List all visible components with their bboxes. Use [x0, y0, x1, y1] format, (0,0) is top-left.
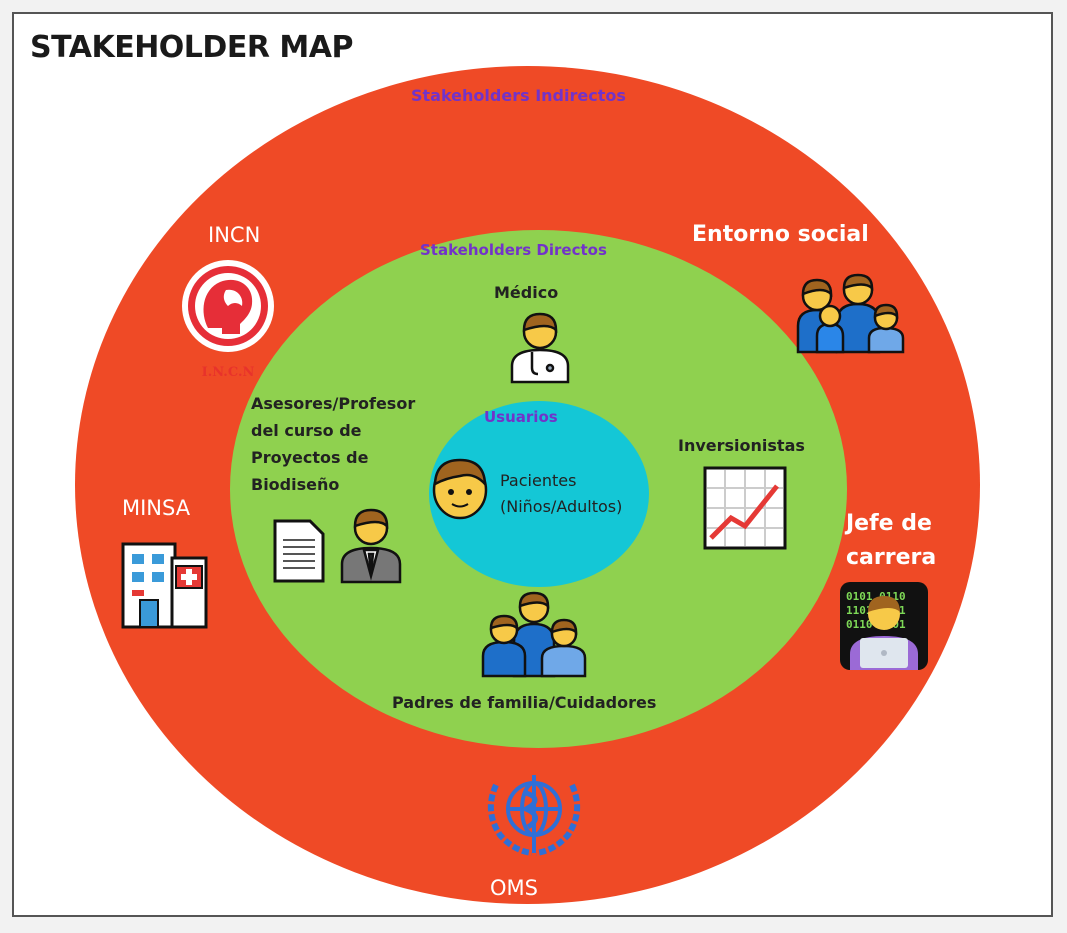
medico-label: Médico: [494, 283, 559, 302]
inversionistas-label: Inversionistas: [678, 436, 805, 455]
incn-label: INCN: [208, 223, 261, 247]
document-icon: [273, 519, 325, 583]
entorno-social-family-icon: [796, 273, 905, 354]
asesores-label: Asesores/Profesor del curso de Proyectos…: [251, 394, 416, 494]
oms-label: OMS: [490, 876, 538, 900]
hospital-icon: [121, 542, 208, 629]
entorno-social-label: Entorno social: [692, 222, 869, 247]
minsa-label: MINSA: [122, 496, 191, 520]
growth-chart-icon: [703, 466, 787, 550]
inner-ring-label: Stakeholders Directos: [420, 241, 607, 259]
diagram-title: STAKEHOLDER MAP: [30, 30, 353, 65]
core-ring-label: Usuarios: [484, 408, 558, 426]
technologist-icon: 0101 0110 1101 1001 0110 0101: [840, 582, 928, 670]
padres-family-icon: [481, 591, 587, 678]
who-emblem-icon: [487, 775, 581, 856]
incn-logo-text: I.N.C.N: [202, 365, 255, 380]
jefe-de-carrera-label: Jefe de carrera: [846, 511, 937, 570]
incn-logo-icon: I.N.C.N: [182, 260, 274, 380]
padres-label: Padres de familia/Cuidadores: [392, 693, 657, 712]
outer-ring-label: Stakeholders Indirectos: [411, 86, 626, 105]
businessman-icon: [340, 508, 402, 584]
patient-face-icon: [432, 458, 488, 520]
doctor-icon: [510, 312, 570, 384]
pacientes-label: Pacientes (Niños/Adultos): [500, 471, 623, 516]
